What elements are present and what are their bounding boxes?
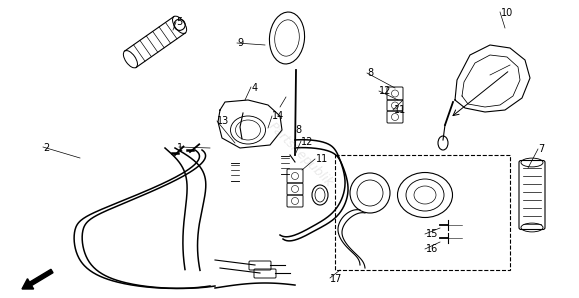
Text: 4: 4	[252, 83, 258, 93]
Text: 16: 16	[426, 244, 438, 254]
Text: 1: 1	[177, 142, 183, 153]
Text: 8: 8	[295, 125, 302, 135]
Text: 9: 9	[237, 38, 244, 48]
Text: 8: 8	[368, 68, 374, 78]
Text: 10: 10	[501, 7, 513, 18]
Text: 12: 12	[379, 86, 391, 96]
Text: PartsRepublik: PartsRepublik	[266, 120, 336, 190]
Text: 14: 14	[272, 111, 284, 121]
Text: 5: 5	[177, 17, 183, 27]
Text: 12: 12	[301, 136, 313, 147]
FancyArrow shape	[22, 269, 53, 289]
Text: 17: 17	[330, 274, 342, 284]
Text: 11: 11	[316, 154, 328, 164]
Text: 11: 11	[394, 105, 406, 115]
Bar	[335, 155, 510, 270]
Text: 15: 15	[426, 229, 438, 239]
Text: 2: 2	[43, 142, 50, 153]
Text: 13: 13	[217, 116, 229, 126]
Text: 7: 7	[538, 144, 545, 154]
